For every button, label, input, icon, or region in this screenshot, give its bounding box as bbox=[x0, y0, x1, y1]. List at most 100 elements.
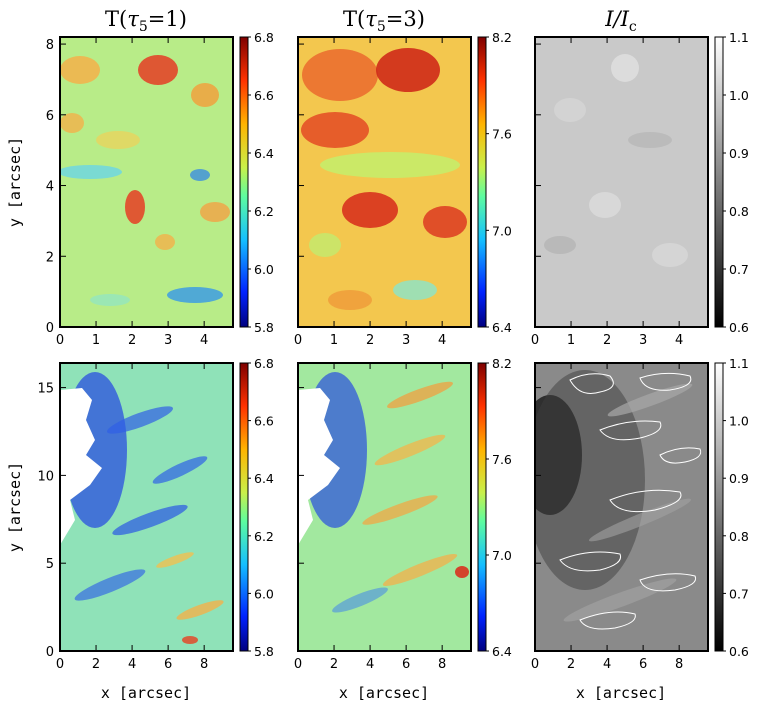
x-tick-label: 4 bbox=[128, 657, 136, 672]
x-axis-label-col3: x [arcsec] bbox=[576, 684, 666, 702]
bright-filament bbox=[588, 498, 692, 542]
x-tick-label: 3 bbox=[164, 333, 172, 348]
colorbar-tick-label: 6.2 bbox=[254, 529, 274, 544]
warm-streak bbox=[176, 600, 224, 620]
y-axis-label-bottom: y [arcsec] bbox=[6, 462, 24, 552]
cool-streak bbox=[112, 504, 188, 536]
dark-lane bbox=[544, 236, 576, 254]
colorbar-tick-label: 0.9 bbox=[729, 146, 749, 161]
colorbar-tick-label: 7.0 bbox=[492, 223, 512, 238]
cool-band bbox=[60, 165, 122, 179]
x-tick-label: 8 bbox=[438, 657, 446, 672]
colorbar-tick-label: 5.8 bbox=[254, 320, 274, 335]
contour-line bbox=[559, 551, 622, 572]
panel-frame bbox=[59, 362, 234, 652]
x-tick-label: 0 bbox=[294, 333, 302, 348]
colorbar-tick-label: 1.1 bbox=[729, 356, 749, 371]
x-tick-label: 6 bbox=[164, 657, 172, 672]
colorbar-tick-label: 6.0 bbox=[254, 262, 274, 277]
hot-spot bbox=[182, 636, 198, 644]
colorbar-tick-label: 7.0 bbox=[492, 548, 512, 563]
hot-patch bbox=[423, 206, 467, 238]
colorbar bbox=[477, 362, 487, 652]
contour-line bbox=[639, 372, 692, 391]
y-tick-label: 0 bbox=[46, 321, 54, 336]
bright-filament bbox=[607, 383, 693, 417]
colorbar-tick-label: 5.8 bbox=[254, 644, 274, 659]
colorbar-tick-label: 6.6 bbox=[254, 414, 274, 429]
contour-line bbox=[599, 420, 662, 441]
x-tick-label: 4 bbox=[675, 333, 683, 348]
colorbar bbox=[239, 36, 249, 328]
cool-patch bbox=[167, 287, 223, 303]
panel-frame bbox=[59, 36, 234, 328]
warm-patch bbox=[60, 56, 100, 84]
cool-patch bbox=[190, 169, 210, 181]
warm-patch bbox=[328, 290, 372, 310]
bright-granule bbox=[589, 192, 621, 218]
panel-bottom-intensity bbox=[535, 363, 708, 651]
x-tick-label: 0 bbox=[56, 333, 64, 348]
column-title-t1: T(τ5=1) bbox=[105, 7, 187, 35]
colorbar-tick-label: 6.4 bbox=[492, 644, 512, 659]
x-tick-label: 2 bbox=[567, 657, 575, 672]
x-tick-label: 6 bbox=[402, 657, 410, 672]
panel-top-t1 bbox=[60, 37, 233, 327]
colorbar-tick-label: 0.6 bbox=[729, 644, 749, 659]
column-title-t3: T(τ5=3) bbox=[343, 7, 425, 35]
y-tick-label: 6 bbox=[46, 109, 54, 124]
x-tick-label: 4 bbox=[200, 333, 208, 348]
colorbar-tick-label: 0.9 bbox=[729, 471, 749, 486]
colorbar bbox=[714, 36, 724, 328]
warm-patch bbox=[96, 131, 140, 149]
colorbar bbox=[239, 362, 249, 652]
x-tick-label: 1 bbox=[330, 333, 338, 348]
dark-lane bbox=[628, 132, 672, 148]
x-tick-label: 4 bbox=[603, 657, 611, 672]
x-tick-label: 6 bbox=[639, 657, 647, 672]
x-tick-label: 2 bbox=[603, 333, 611, 348]
colorbar-tick-label: 6.0 bbox=[254, 586, 274, 601]
colorbar-tick-label: 0.7 bbox=[729, 586, 749, 601]
cool-patch bbox=[393, 280, 437, 300]
x-tick-label: 0 bbox=[56, 657, 64, 672]
y-tick-label: 8 bbox=[46, 38, 54, 53]
colorbar-tick-label: 6.8 bbox=[254, 356, 274, 371]
x-tick-label: 4 bbox=[438, 333, 446, 348]
x-tick-label: 8 bbox=[675, 657, 683, 672]
colorbar-tick-label: 1.0 bbox=[729, 414, 749, 429]
hot-patch bbox=[301, 112, 369, 148]
map-background bbox=[535, 37, 708, 327]
colorbar-tick-label: 6.6 bbox=[254, 88, 274, 103]
cool-streak bbox=[74, 569, 146, 601]
saturated-region bbox=[298, 388, 340, 545]
warm-streak bbox=[156, 552, 194, 568]
y-tick-label: 2 bbox=[46, 250, 54, 265]
warm-streak bbox=[382, 554, 458, 586]
panel-frame bbox=[534, 362, 709, 652]
colorbar-tick-label: 6.4 bbox=[254, 471, 274, 486]
contour-lines bbox=[559, 372, 702, 630]
colorbar-tick-label: 0.8 bbox=[729, 529, 749, 544]
x-tick-label: 4 bbox=[366, 657, 374, 672]
x-tick-label: 2 bbox=[366, 333, 374, 348]
y-tick-label: 10 bbox=[37, 469, 54, 484]
contour-line bbox=[659, 447, 702, 464]
cool-patch bbox=[90, 294, 130, 306]
y-tick-label: 5 bbox=[46, 557, 54, 572]
panel-top-t3 bbox=[298, 37, 471, 327]
column-title-intensity: I/Ic bbox=[604, 7, 637, 35]
colorbar-tick-label: 6.2 bbox=[254, 204, 274, 219]
x-tick-label: 2 bbox=[92, 657, 100, 672]
hot-spot bbox=[376, 48, 440, 92]
colorbar-tick-label: 7.6 bbox=[492, 127, 512, 142]
warm-patch bbox=[200, 202, 230, 222]
panel-top-intensity bbox=[535, 37, 708, 327]
hot-spot bbox=[342, 192, 398, 228]
x-tick-label: 3 bbox=[402, 333, 410, 348]
colorbar-tick-label: 6.4 bbox=[492, 320, 512, 335]
colorbar-tick-label: 8.2 bbox=[492, 356, 512, 371]
colorbar-tick-label: 0.8 bbox=[729, 204, 749, 219]
colorbar-tick-label: 1.0 bbox=[729, 88, 749, 103]
contour-line bbox=[609, 489, 682, 513]
